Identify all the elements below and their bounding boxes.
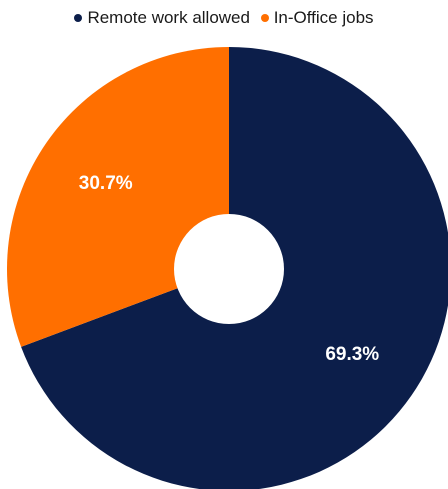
labels-group: 69.3% 30.7% <box>79 173 380 365</box>
legend-label-in-office: In-Office jobs <box>273 8 374 27</box>
pie-slice-in-office-jobs[interactable] <box>7 47 230 347</box>
legend-label-remote: Remote work allowed <box>87 8 250 27</box>
donut-hole <box>174 214 284 324</box>
legend-item-in-office[interactable]: In-Office jobs <box>260 8 374 28</box>
chart-legend: Remote work allowed In-Office jobs <box>0 8 448 28</box>
legend-swatch-in-office <box>260 13 269 22</box>
slice-value-label-remote-work-allowed: 69.3% <box>325 344 379 365</box>
legend-item-remote[interactable]: Remote work allowed <box>74 8 250 28</box>
slice-value-label-in-office-jobs: 30.7% <box>79 173 133 194</box>
legend-swatch-remote <box>74 13 83 22</box>
